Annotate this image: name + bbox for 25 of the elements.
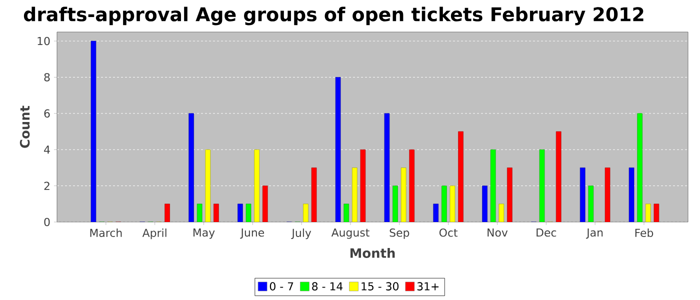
x-tick-label: August: [331, 228, 370, 239]
legend-label: 15 - 30: [362, 282, 399, 290]
y-tick-label: 6: [44, 109, 50, 118]
x-tick-label: July: [291, 228, 312, 240]
x-tick-label: Feb: [635, 228, 654, 237]
y-tick-label: 0: [44, 218, 50, 226]
x-axis-title: Month: [350, 248, 395, 258]
y-tick-label: 4: [44, 146, 50, 154]
x-tick-label: Sep: [390, 228, 410, 239]
x-tick-label: April: [142, 228, 166, 240]
x-tick-label: Oct: [439, 228, 458, 237]
legend-label: 0 - 7: [270, 282, 294, 290]
legend-label: 31+: [417, 282, 439, 290]
y-tick-label: 2: [44, 182, 50, 190]
x-tick-label: Nov: [488, 228, 508, 237]
y-tick-label: 8: [44, 73, 50, 82]
x-tick-label: May: [194, 228, 215, 239]
x-tick-label: Jan: [586, 228, 603, 239]
chart-title: drafts-approval Age groups of open tickets February 2012: [24, 6, 644, 26]
x-tick-label: Dec: [536, 228, 556, 237]
x-tick-label: June: [240, 228, 264, 239]
x-tick-label: March: [90, 228, 122, 237]
y-axis-title: Count: [20, 106, 30, 148]
y-tick-label: 10: [38, 36, 50, 46]
legend-label: 8 - 14: [312, 282, 343, 290]
